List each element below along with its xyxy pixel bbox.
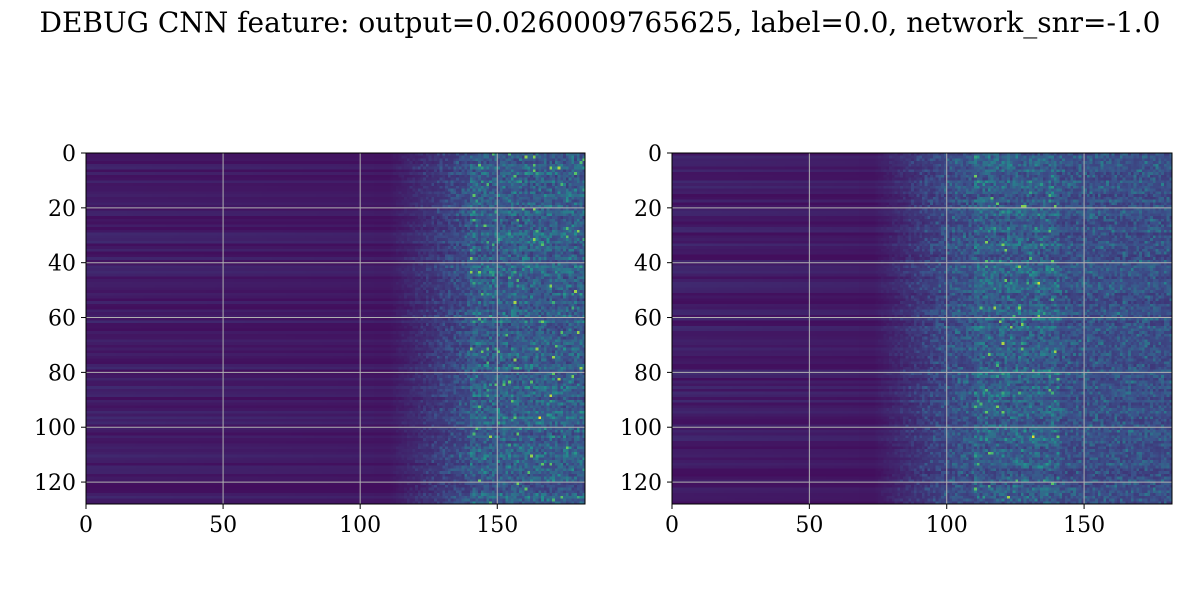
x-tick-label: 0 (79, 513, 93, 538)
x-tick-label: 50 (795, 513, 823, 538)
x-tick-label: 100 (926, 513, 968, 538)
x-tick-label: 0 (665, 513, 679, 538)
y-tick-label: 0 (62, 142, 76, 167)
y-tick-label: 80 (48, 361, 76, 386)
y-tick-label: 60 (634, 307, 662, 332)
axes-frame (671, 152, 1173, 505)
y-tick-label: 120 (34, 471, 76, 496)
x-tick-label: 100 (339, 513, 381, 538)
y-tick-label: 20 (634, 197, 662, 222)
y-tick-label: 100 (34, 416, 76, 441)
heatmap-panel-right: 0 50 100 150 0 20 40 60 80 100 120 (620, 142, 1173, 538)
y-tick-label: 40 (634, 252, 662, 277)
axes-frame (85, 152, 586, 505)
x-tick-label: 50 (209, 513, 237, 538)
y-tick-label: 120 (620, 471, 662, 496)
x-tick-label: 150 (476, 513, 518, 538)
y-tick-label: 20 (48, 197, 76, 222)
figure-title: DEBUG CNN feature: output=0.026000976562… (39, 6, 1161, 39)
y-tick-label: 60 (48, 307, 76, 332)
heatmap-image (672, 153, 1172, 504)
y-tick-label: 40 (48, 252, 76, 277)
heatmap-image (86, 153, 585, 504)
heatmap-panel-left: 0 50 100 150 0 20 40 60 80 100 120 (34, 142, 586, 538)
x-tick-label: 150 (1063, 513, 1105, 538)
y-tick-label: 100 (620, 416, 662, 441)
y-tick-label: 80 (634, 361, 662, 386)
y-tick-label: 0 (648, 142, 662, 167)
